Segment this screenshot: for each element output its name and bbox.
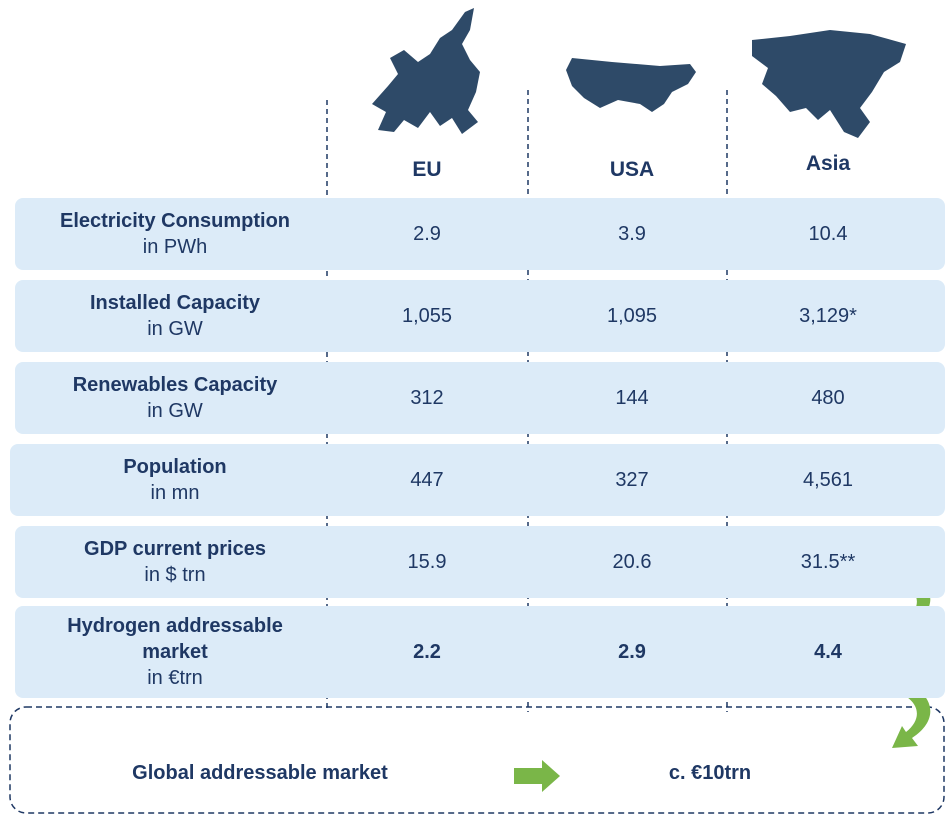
right-arrow	[514, 760, 560, 792]
row-band	[15, 606, 945, 698]
row-unit: in PWh	[142, 236, 208, 258]
cell-value: 1,055	[401, 304, 453, 327]
row-unit: in GW	[147, 400, 203, 422]
cell-value: 1,095	[606, 304, 658, 327]
row-band	[15, 198, 945, 270]
cell-value: 10.4	[808, 222, 848, 245]
row-label: Renewables Capacity in GW	[30, 362, 320, 434]
column-header: USA	[609, 158, 655, 181]
column-header: EU	[412, 158, 442, 181]
cell-value: 144	[615, 386, 649, 409]
row-label: Installed Capacity in GW	[30, 280, 320, 352]
row-title: Population	[123, 456, 227, 478]
cell-value: 20.6	[612, 550, 652, 573]
asia-map	[752, 30, 906, 138]
eu-map	[372, 8, 480, 134]
row-title: GDP current prices	[84, 538, 266, 560]
row-band	[10, 444, 945, 516]
usa-map	[566, 58, 696, 112]
cell-value: 2.2	[413, 640, 441, 663]
cell-value: 2.9	[618, 640, 646, 663]
row-title: Hydrogen addressable market	[67, 615, 283, 663]
cell-value: 327	[615, 468, 649, 491]
cell-value: 3.9	[618, 222, 646, 245]
cell-value: 480	[811, 386, 845, 409]
row-label: Hydrogen addressable market in €trn	[30, 606, 320, 698]
column-header: Asia	[805, 152, 851, 175]
row-unit: in mn	[150, 482, 200, 504]
cell-value: 15.9	[407, 550, 447, 573]
region-maps	[372, 8, 906, 138]
footer-box	[9, 706, 945, 814]
footer-label: Global addressable market	[132, 762, 388, 784]
cell-value: 312	[410, 386, 444, 409]
row-band	[15, 526, 945, 598]
cell-value: 4,561	[802, 468, 854, 491]
row-band	[15, 280, 945, 352]
row-label: GDP current prices in $ trn	[30, 526, 320, 598]
row-unit: in $ trn	[144, 564, 206, 586]
cell-value: 2.9	[413, 222, 441, 245]
row-unit: in GW	[147, 318, 203, 340]
row-title: Renewables Capacity	[72, 374, 278, 396]
cell-value: 4.4	[814, 640, 842, 663]
row-label: Population in mn	[30, 444, 320, 516]
cell-value: 447	[410, 468, 444, 491]
row-unit: in €trn	[147, 667, 203, 689]
cell-value: 31.5**	[800, 550, 856, 573]
row-label: Electricity Consumption in PWh	[30, 198, 320, 270]
row-title: Electricity Consumption	[59, 210, 291, 232]
footer-value: c. €10trn	[668, 762, 752, 784]
cell-value: 3,129*	[799, 304, 857, 327]
row-title: Installed Capacity	[89, 292, 261, 314]
row-band	[15, 362, 945, 434]
